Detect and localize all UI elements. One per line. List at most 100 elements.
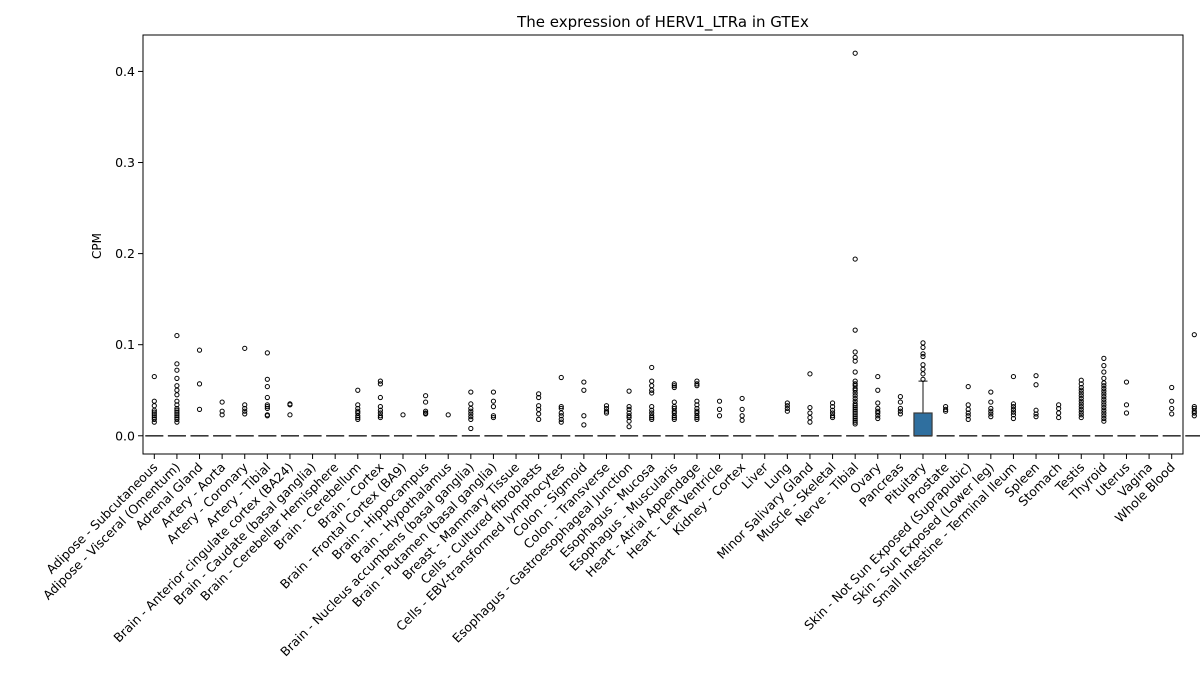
outlier-point [1101, 394, 1107, 400]
outlier-point [852, 406, 858, 412]
outlier-point [694, 402, 700, 408]
box-group [393, 412, 413, 437]
outlier-point [174, 413, 180, 419]
outlier-point [649, 407, 655, 413]
outlier-point [875, 413, 881, 419]
outlier-point [151, 403, 157, 409]
outlier-point [1123, 410, 1130, 416]
outlier-point [468, 405, 474, 412]
outlier-point [1078, 387, 1084, 393]
outlier-point [1101, 410, 1107, 416]
outlier-point [264, 404, 270, 410]
outlier-point [829, 404, 836, 410]
outlier-point [626, 424, 632, 430]
outlier-point [1101, 375, 1107, 381]
outlier-point [1078, 393, 1084, 399]
outlier-point [377, 394, 383, 401]
outlier-point [920, 362, 926, 368]
outlier-point [490, 414, 497, 421]
outlier-point [1010, 401, 1017, 407]
outlier-point [920, 371, 926, 377]
box-group [416, 393, 435, 437]
outlier-point [852, 421, 858, 427]
outlier-point [558, 404, 564, 410]
y-axis-label: CPM [90, 233, 104, 259]
outlier-point [897, 394, 903, 400]
outlier-point [875, 415, 881, 422]
outlier-point [1101, 415, 1107, 422]
outlier-point [852, 408, 858, 414]
box-group [597, 403, 616, 437]
box-group [846, 50, 865, 437]
outlier-point [671, 383, 677, 389]
outlier-point [423, 411, 429, 417]
outlier-point [626, 406, 632, 412]
outlier-point [1078, 404, 1084, 410]
outlier-point [1169, 398, 1175, 404]
outlier-point [875, 400, 881, 406]
box-group [665, 381, 684, 437]
outlier-point [558, 416, 564, 422]
outlier-point [536, 403, 542, 409]
outlier-point [1101, 418, 1107, 424]
outlier-point [807, 404, 813, 411]
box-group [981, 389, 1000, 437]
box-group [710, 398, 729, 437]
outlier-point [671, 413, 677, 419]
outlier-point [694, 413, 700, 419]
outlier-point [694, 381, 700, 387]
outlier-point [739, 406, 745, 412]
outlier-point [264, 405, 270, 412]
outlier-point [649, 387, 655, 393]
outlier-point [264, 402, 270, 408]
outlier-point [852, 369, 858, 375]
outlier-point [174, 407, 180, 413]
outlier-point [536, 416, 542, 422]
outlier-point [1101, 369, 1107, 375]
outlier-point [694, 398, 700, 404]
outlier-point [490, 404, 497, 410]
y-tick-label: 0.2 [115, 246, 135, 261]
box-group [1049, 402, 1068, 437]
box-group [145, 373, 164, 437]
outlier-point [875, 373, 881, 380]
outlier-point [965, 410, 971, 416]
box-group [1027, 373, 1046, 437]
outlier-point [852, 415, 858, 422]
box-group [529, 391, 548, 437]
outlier-point [1010, 409, 1017, 415]
outlier-point [196, 381, 203, 387]
box-group [1094, 355, 1113, 437]
outlier-point [807, 419, 813, 425]
outlier-point [287, 402, 293, 408]
outlier-point [1101, 407, 1107, 413]
outlier-point [174, 332, 180, 339]
outlier-point [423, 399, 429, 405]
outlier-point [558, 413, 564, 419]
outlier-point [1101, 385, 1107, 392]
outlier-point [490, 398, 497, 404]
outlier-point [852, 50, 858, 56]
outlier-point [151, 411, 157, 417]
outlier-point [671, 399, 677, 405]
outlier-point [649, 414, 655, 421]
outlier-point [445, 412, 451, 418]
outlier-point [1010, 404, 1017, 410]
outlier-point [626, 414, 632, 421]
outlier-point [920, 340, 926, 346]
outlier-point [988, 405, 994, 412]
box-group [868, 373, 887, 437]
outlier-point [626, 404, 632, 410]
box-group [348, 387, 367, 437]
outlier-point [852, 403, 858, 409]
outlier-point [920, 366, 926, 372]
outlier-point [649, 390, 655, 396]
box-group [823, 400, 842, 437]
outlier-point [264, 383, 270, 390]
outlier-point [1056, 410, 1062, 416]
outlier-point [739, 413, 745, 419]
box-group [1072, 377, 1091, 437]
axes-frame [142, 34, 1184, 455]
box-group [778, 400, 797, 437]
